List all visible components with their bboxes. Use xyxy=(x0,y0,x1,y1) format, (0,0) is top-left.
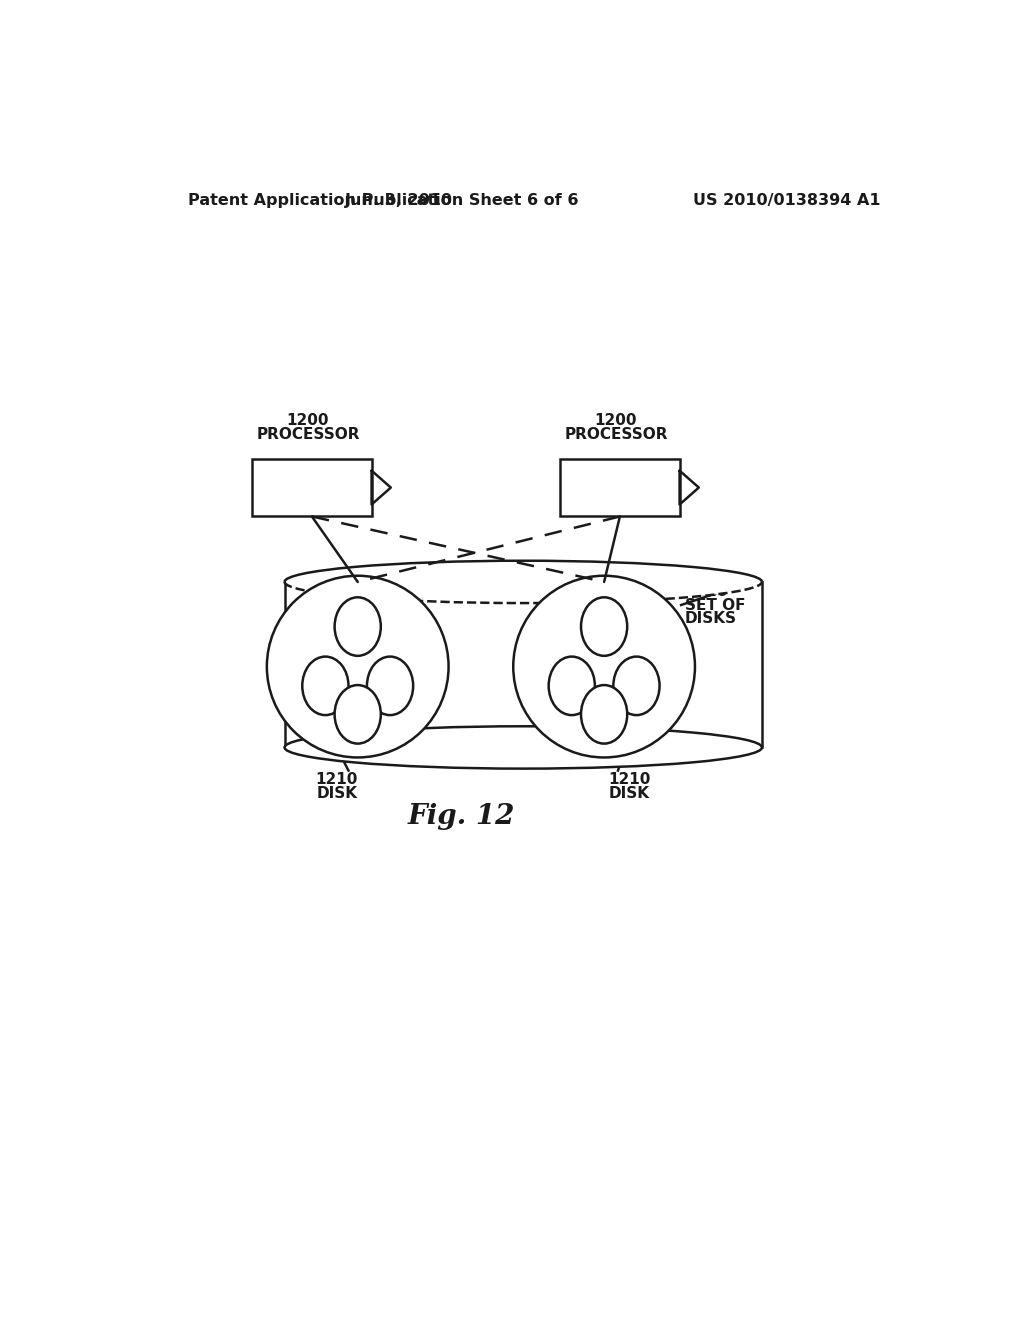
Ellipse shape xyxy=(285,726,762,768)
Text: DISK: DISK xyxy=(316,787,357,801)
Circle shape xyxy=(513,576,695,758)
Text: US 2010/0138394 A1: US 2010/0138394 A1 xyxy=(692,193,881,209)
Bar xyxy=(252,459,372,516)
Text: Jun. 3, 2010   Sheet 6 of 6: Jun. 3, 2010 Sheet 6 of 6 xyxy=(344,193,579,209)
Text: DISK: DISK xyxy=(609,787,650,801)
Ellipse shape xyxy=(335,598,381,656)
Ellipse shape xyxy=(367,656,413,715)
Text: 1210: 1210 xyxy=(608,772,650,787)
Ellipse shape xyxy=(335,685,381,743)
Ellipse shape xyxy=(581,598,628,656)
Text: 1200: 1200 xyxy=(287,413,330,428)
Bar xyxy=(285,582,762,747)
Text: Patent Application Publication: Patent Application Publication xyxy=(188,193,464,209)
Text: Fig. 12: Fig. 12 xyxy=(408,804,515,830)
Text: PROCESSOR: PROCESSOR xyxy=(256,426,359,442)
Text: SET OF: SET OF xyxy=(685,598,745,612)
Circle shape xyxy=(267,576,449,758)
Text: 1200: 1200 xyxy=(595,413,637,428)
Text: 1210: 1210 xyxy=(315,772,358,787)
Text: DISKS: DISKS xyxy=(685,611,737,627)
Ellipse shape xyxy=(581,685,628,743)
Ellipse shape xyxy=(613,656,659,715)
Ellipse shape xyxy=(285,561,762,603)
Text: 1220: 1220 xyxy=(685,583,728,599)
Ellipse shape xyxy=(549,656,595,715)
Text: PROCESSOR: PROCESSOR xyxy=(564,426,668,442)
Ellipse shape xyxy=(302,656,348,715)
Bar xyxy=(560,459,680,516)
